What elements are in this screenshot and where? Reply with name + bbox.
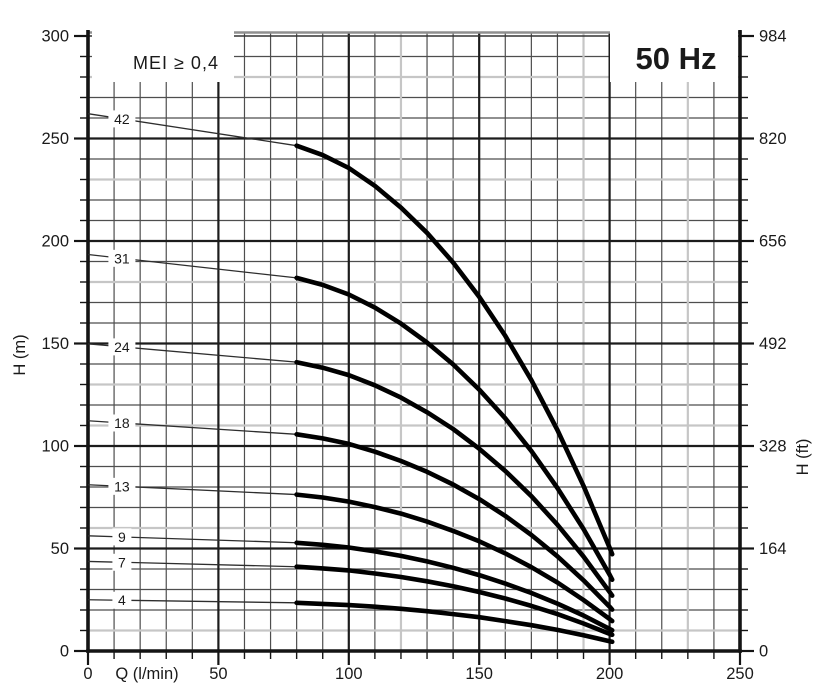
grid-major-lines [88,33,740,651]
y-right-tick-label: 984 [759,28,787,46]
curve-label-box-13 [108,477,136,495]
mei-annotation: MEI ≥ 0,4 [92,16,234,82]
y-left-tick-label: 300 [41,28,69,46]
x-tick-label: 50 [209,665,227,683]
y-left-tick-label: 100 [41,438,69,456]
y-right-tick-label: 328 [759,438,787,456]
x-tick-label: 150 [465,665,493,683]
y-right-tick-label: 820 [759,130,787,148]
curve-label-box-7 [112,553,132,571]
frequency-text: 50 Hz [636,41,717,76]
curve-label-4: 4 [118,592,126,608]
curve-label-box-18 [108,414,136,432]
axis-ticks [74,34,754,665]
y-left-tick-label: 250 [41,130,69,148]
frequency-annotation: 50 Hz [610,15,738,82]
pump-curves: 42 31 24 18 13 9 7 4 [87,110,615,645]
curve-13 [294,492,615,624]
mei-annotation-box [92,16,234,82]
curve-label-9: 9 [118,529,126,545]
y-right-tick-label: 656 [759,233,787,251]
x-axis-title: Q (l/min) [115,665,178,683]
curve-label-box-4 [112,591,132,609]
x-tick-label: 200 [596,665,624,683]
curve-label-box-42 [108,110,136,128]
curve-42 [294,143,615,557]
curve-label-box-31 [108,249,136,267]
curve-label-24: 24 [114,339,130,355]
curve-label-7: 7 [118,554,126,570]
y-left-tick-label: 200 [41,233,69,251]
curve-label-18: 18 [114,415,130,431]
curve-label-31: 31 [114,250,130,266]
curve-24 [294,359,615,598]
curve-9 [294,540,615,633]
y-right-tick-label: 0 [759,643,768,661]
curve-18 [294,432,615,612]
curve-label-42: 42 [114,111,130,127]
x-tick-label: 0 [83,665,92,683]
curve-label-box-9 [112,528,132,546]
y-left-axis-title: H (m) [11,334,29,375]
curve-7 [294,564,615,638]
y-left-tick-label: 50 [51,540,69,558]
curve-label-13: 13 [114,478,130,494]
curve-31 [294,275,615,582]
y-right-tick-label: 492 [759,335,787,353]
y-right-tick-label: 164 [759,540,787,558]
curve-label-box-24 [108,338,136,356]
y-left-tick-label: 150 [41,335,69,353]
y-left-tick-label: 0 [60,643,69,661]
x-tick-label: 100 [335,665,363,683]
frequency-box [610,15,738,82]
curve-4 [294,600,615,645]
y-right-axis-title: H (ft) [794,439,812,476]
x-tick-label: 250 [726,665,754,683]
mei-annotation-text: MEI ≥ 0,4 [133,53,219,73]
